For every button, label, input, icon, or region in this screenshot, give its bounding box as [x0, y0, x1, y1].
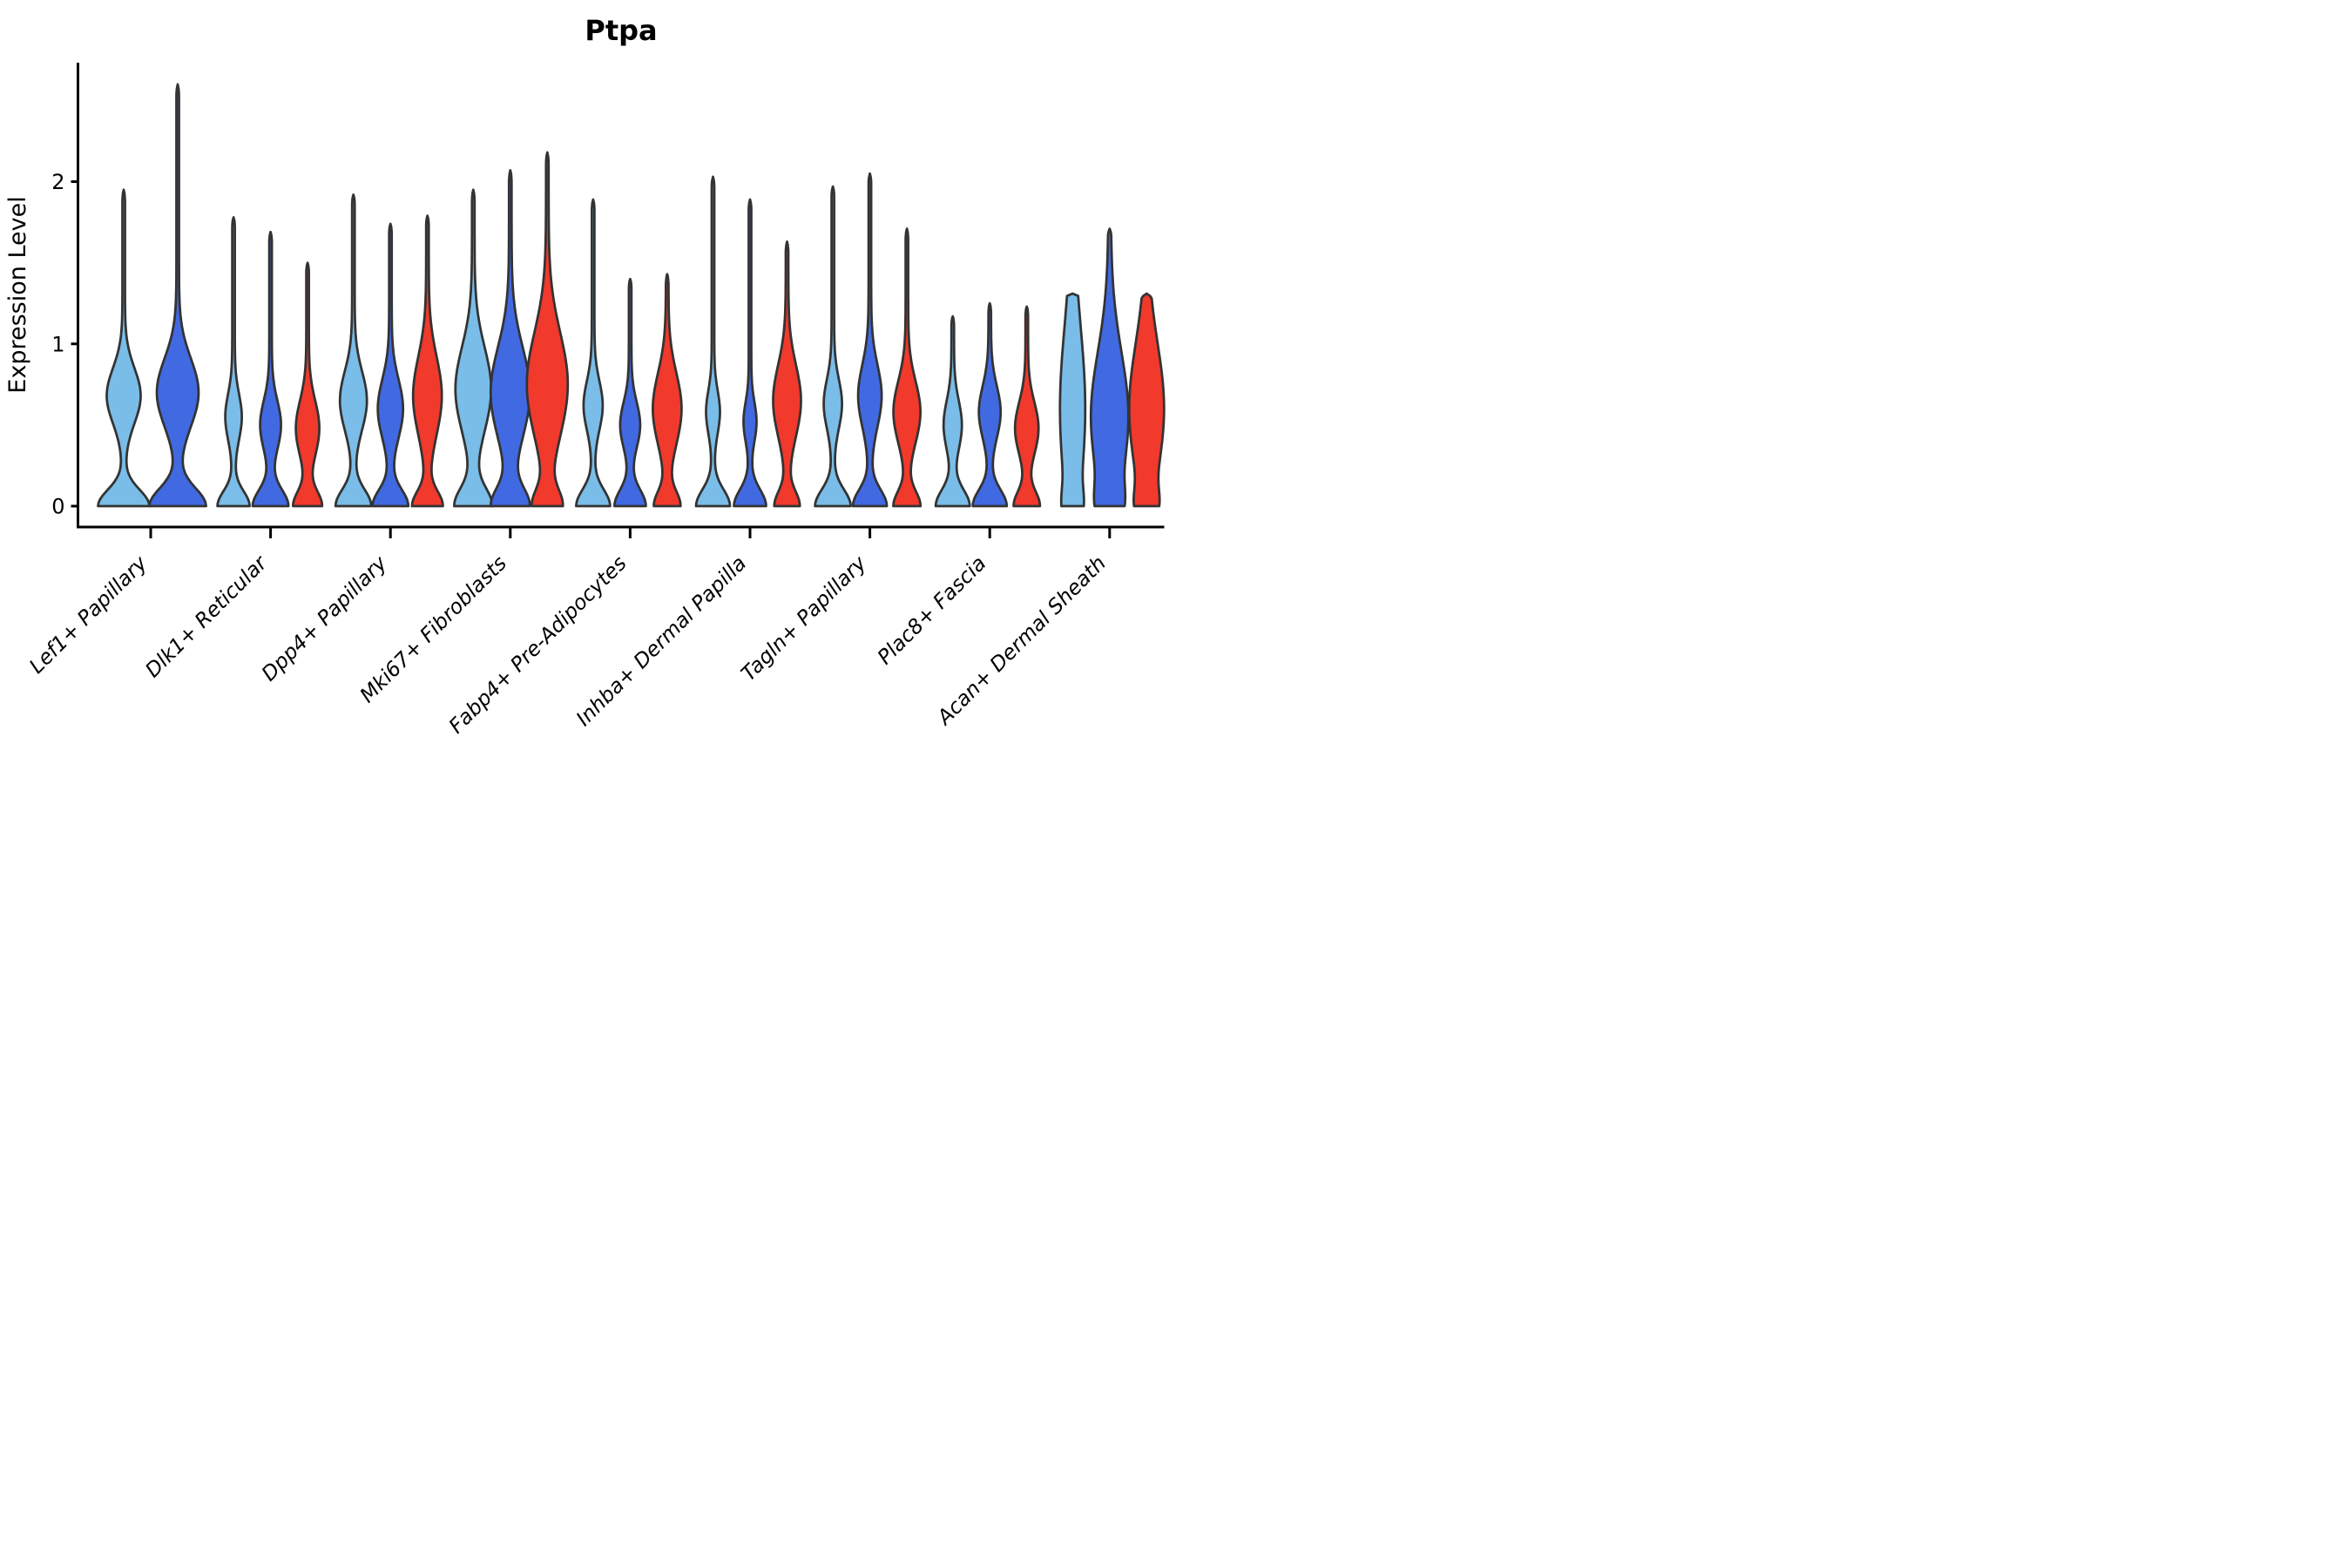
- x-tick-label: Plac8+ Fascia: [873, 551, 991, 669]
- violin-acan-dermal-sheath-dark_blue: [1089, 227, 1130, 508]
- violin-lef1-papillary-light_blue: [97, 188, 151, 508]
- violin-acan-dermal-sheath-red: [1127, 292, 1166, 508]
- violin-dpp4-papillary-dark_blue: [371, 222, 410, 508]
- violin-dpp4-papillary-light_blue: [334, 193, 373, 508]
- y-tick-label: 1: [51, 332, 64, 356]
- violin-inhba-dermal-papilla-dark_blue: [733, 198, 767, 508]
- violin-plot-canvas: Ptpa Expression Level 0 1 2 Lef1+ Papillary…: [4, 14, 1166, 739]
- y-tick-label: 2: [51, 170, 64, 194]
- violin-fabp4-pre-adipocytes-light_blue: [575, 198, 612, 508]
- violin-lef1-papillary-dark_blue: [148, 83, 207, 508]
- violin-tagln-papillary-red: [892, 227, 923, 508]
- y-axis-label: Expression Level: [4, 196, 31, 393]
- violin-plac8-fascia-red: [1012, 305, 1042, 508]
- violin-plac8-fascia-light_blue: [934, 314, 971, 508]
- violin-fabp4-pre-adipocytes-dark_blue: [613, 277, 647, 508]
- violin-fabp4-pre-adipocytes-red: [652, 273, 683, 508]
- violin-tagln-papillary-dark_blue: [851, 172, 889, 508]
- violin-inhba-dermal-papilla-red: [772, 240, 802, 508]
- violin-acan-dermal-sheath-light_blue: [1058, 292, 1087, 508]
- violin-dlk1-reticular-red: [292, 261, 324, 508]
- violin-inhba-dermal-papilla-light_blue: [694, 175, 732, 508]
- violin-dlk1-reticular-light_blue: [216, 216, 251, 508]
- violin-dpp4-papillary-red: [410, 214, 444, 508]
- x-tick-label: Dlk1+ Reticular: [140, 550, 273, 682]
- violin-plac8-fascia-dark_blue: [971, 301, 1009, 508]
- violin-dlk1-reticular-dark_blue: [251, 230, 290, 508]
- violin-tagln-papillary-light_blue: [814, 185, 852, 508]
- x-tick-label: Lef1+ Papillary: [24, 551, 152, 679]
- violin-mki67-fibroblasts-dark_blue: [489, 169, 531, 508]
- violins-layer: [97, 83, 1166, 508]
- x-tick-label: Dpp4+ Papillary: [257, 551, 393, 686]
- y-tick-label: 0: [51, 495, 64, 519]
- violin-mki67-fibroblasts-light_blue: [453, 188, 494, 508]
- x-tick-label: Tagln+ Papillary: [736, 551, 872, 686]
- violin-mki67-fibroblasts-red: [525, 151, 570, 508]
- plot-title: Ptpa: [585, 14, 657, 47]
- violin-plot-figure: Ptpa Expression Level 0 1 2 Lef1+ Papillary…: [0, 0, 1176, 784]
